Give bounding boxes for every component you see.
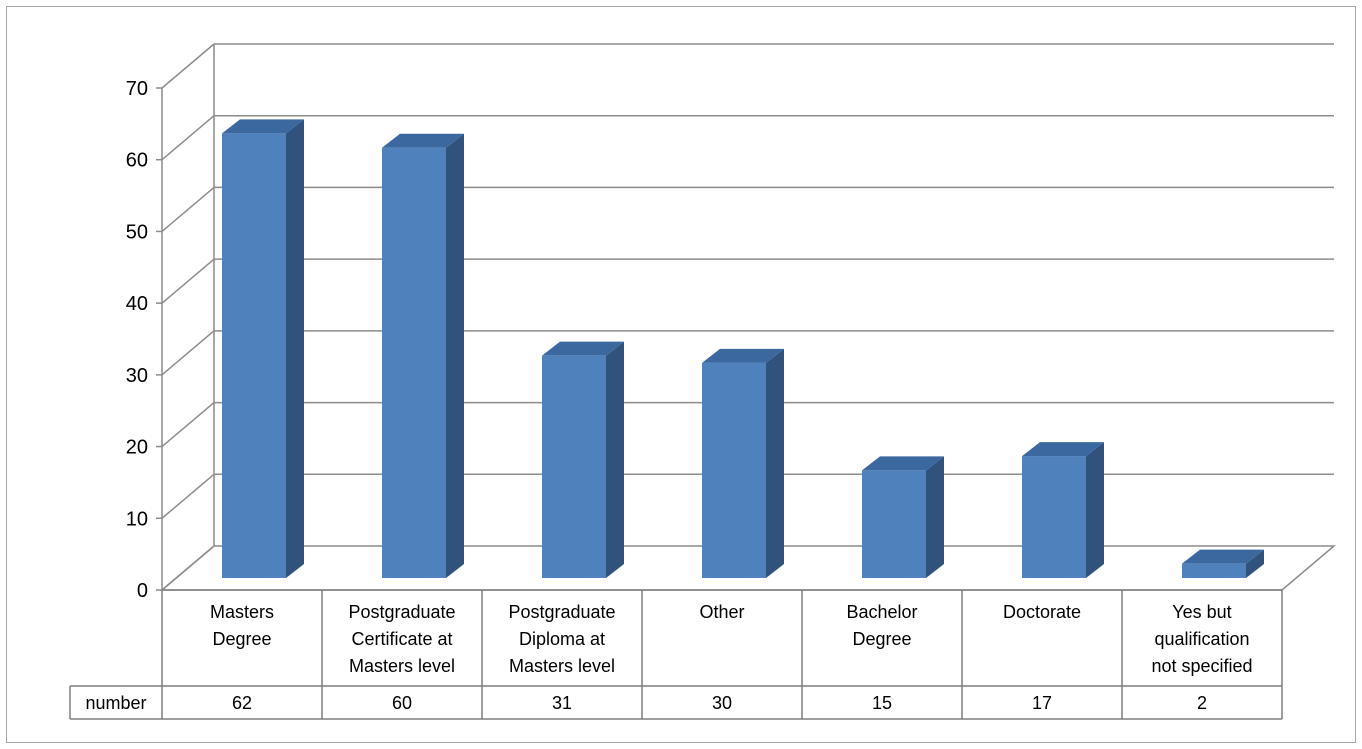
y-tick-label: 30 <box>126 365 148 387</box>
bar-top <box>542 341 624 356</box>
bar-side <box>926 456 944 578</box>
bar-top <box>702 348 784 363</box>
y-axis-ticks: 0 10 20 30 40 50 60 70 <box>126 78 162 602</box>
data-value: 30 <box>712 693 732 713</box>
data-value: 62 <box>232 693 252 713</box>
bar-top <box>382 133 464 148</box>
gridline-side <box>161 258 215 304</box>
bar-front <box>542 355 606 578</box>
y-tick-label: 70 <box>126 78 148 100</box>
x-category-label: Postgraduate Diploma at Masters level <box>508 602 615 676</box>
x-category-label-line: Other <box>699 602 744 622</box>
bar-side <box>1086 442 1104 578</box>
y-tick-label: 60 <box>126 150 148 172</box>
gridline-side <box>161 43 215 89</box>
bar-side <box>1246 549 1264 578</box>
bar-front <box>1022 456 1086 578</box>
x-category-label-line: Postgraduate <box>348 602 455 622</box>
bar-top <box>222 119 304 134</box>
gridline-side <box>161 473 215 519</box>
x-category-label: Doctorate <box>1003 602 1081 622</box>
x-category-label: Masters Degree <box>210 602 274 649</box>
bar-side <box>606 341 624 578</box>
y-tick-label: 0 <box>137 580 148 602</box>
data-value: 17 <box>1032 693 1052 713</box>
y-tick-label: 40 <box>126 293 148 315</box>
bar-side <box>286 119 304 578</box>
data-value: 2 <box>1197 693 1207 713</box>
bar-top <box>1022 442 1104 457</box>
series-name: number <box>85 693 146 713</box>
y-tick-label: 20 <box>126 437 148 459</box>
bar <box>542 341 624 578</box>
bar <box>382 133 464 578</box>
chart-frame <box>6 6 1356 743</box>
gridline-side <box>161 330 215 376</box>
y-tick-label: 10 <box>126 508 148 530</box>
x-category-label-line: Yes but <box>1172 602 1231 622</box>
x-category-label-line: Masters level <box>349 656 455 676</box>
x-category-label-line: Postgraduate <box>508 602 615 622</box>
bar <box>702 348 784 578</box>
x-category-label-line: Masters <box>210 602 274 622</box>
bar-side <box>446 133 464 578</box>
bar <box>862 456 944 578</box>
gridline-side <box>161 401 215 448</box>
y-tick-label: 50 <box>126 221 148 243</box>
bar-top <box>1182 549 1264 564</box>
x-category-label-line: not specified <box>1151 656 1252 676</box>
x-category-label-line: Doctorate <box>1003 602 1081 622</box>
x-category-label: Other <box>699 602 744 622</box>
gridline-side <box>161 186 215 233</box>
bar-front <box>862 470 926 578</box>
bar <box>1182 549 1264 578</box>
data-table: Masters Degree Postgraduate Certificate at M… <box>69 589 1283 720</box>
bar-top <box>862 456 944 471</box>
bar-front <box>222 133 286 578</box>
bar <box>1022 442 1104 578</box>
x-category-label: Yes but qualification not specified <box>1151 602 1252 676</box>
data-value: 60 <box>392 693 412 713</box>
x-category-label: Postgraduate Certificate at Masters level <box>348 602 455 676</box>
x-category-label-line: Bachelor <box>846 602 917 622</box>
x-category-label-line: Degree <box>212 629 271 649</box>
bars <box>222 119 1264 578</box>
bar-front <box>702 362 766 578</box>
data-value: 15 <box>872 693 892 713</box>
bar-front <box>1182 563 1246 578</box>
bar-front <box>382 147 446 578</box>
gridline-side <box>161 115 215 161</box>
data-value: 31 <box>552 693 572 713</box>
x-category-label-line: Masters level <box>509 656 615 676</box>
bar <box>222 119 304 578</box>
bar-side <box>766 348 784 578</box>
x-category-label-line: Degree <box>852 629 911 649</box>
x-category-label: Bachelor Degree <box>846 602 917 649</box>
x-category-label-line: Certificate at <box>351 629 452 649</box>
x-category-label-line: Diploma at <box>519 629 605 649</box>
x-category-label-line: qualification <box>1154 629 1249 649</box>
